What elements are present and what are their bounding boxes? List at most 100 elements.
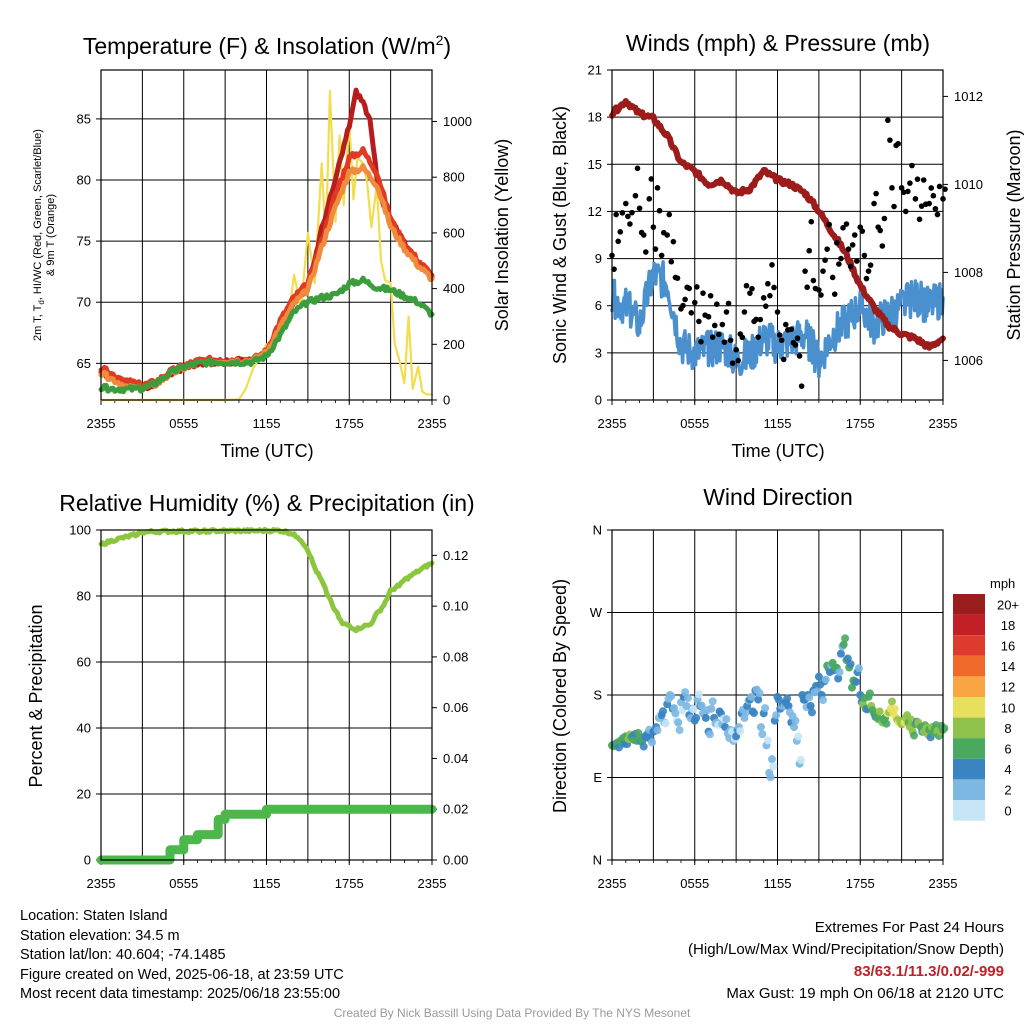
gust-point — [733, 346, 739, 353]
gust-point — [776, 332, 783, 338]
x-tick-label: 2355 — [418, 876, 447, 891]
gust-point — [688, 310, 695, 316]
gust-point — [694, 284, 700, 290]
gust-point — [698, 338, 704, 345]
direction-point — [639, 742, 648, 751]
x-tick-label: 1155 — [764, 876, 792, 891]
gust-point — [656, 207, 663, 214]
gust-point — [760, 295, 767, 301]
direction-point — [834, 674, 843, 683]
direction-point — [784, 702, 793, 710]
y-tick-label: 12 — [588, 204, 602, 219]
y-tick-label: 9 — [595, 251, 602, 266]
gust-point — [854, 258, 860, 264]
y-tick-label: 40 — [77, 721, 91, 736]
x-tick-label: 2355 — [929, 416, 958, 431]
gust-point — [843, 221, 850, 227]
gust-point — [666, 211, 673, 218]
direction-point — [741, 708, 750, 717]
gust-point — [617, 229, 624, 235]
direction-point — [910, 731, 919, 740]
gust-point — [834, 240, 840, 246]
colorbar-swatch — [953, 717, 985, 739]
y-tick-label: 80 — [77, 173, 91, 188]
direction-point — [887, 697, 896, 706]
gust-point — [755, 334, 761, 340]
direction-point — [705, 730, 714, 739]
gust-point — [765, 280, 771, 287]
direction-point — [821, 675, 830, 684]
gust-point — [867, 262, 874, 268]
gust-point — [891, 203, 897, 210]
gust-point — [889, 185, 895, 191]
x-tick-label: 2355 — [87, 876, 116, 891]
plot-border — [611, 529, 944, 861]
direction-point — [758, 730, 767, 739]
winds-panel: Winds (mph) & Pressure (mb) Time (UTC) S… — [550, 30, 1024, 461]
gust-point — [727, 337, 734, 344]
direction-point — [794, 732, 803, 741]
gust-point — [836, 261, 842, 267]
y-tick-label: 70 — [77, 295, 91, 310]
gust-point — [611, 266, 617, 272]
direction-point — [667, 692, 676, 701]
created-text: Figure created on Wed, 2025-06-18, at 23… — [20, 966, 344, 983]
gust-point — [847, 263, 854, 270]
direction-point — [819, 696, 828, 705]
direction-point — [761, 704, 770, 713]
gust-point — [741, 309, 748, 315]
direction-point — [940, 724, 949, 733]
colorbar: mph 20+ 18 16 14 12 10 8 6 4 2 0 — [953, 576, 1019, 821]
direction-point — [694, 690, 703, 699]
winds-y2-label: Station Pressure (Maroon) — [1004, 129, 1024, 340]
gust-point — [619, 210, 626, 216]
gust-point — [721, 339, 728, 345]
colorbar-swatch — [953, 738, 985, 759]
gust-point — [769, 262, 775, 268]
direction-point — [835, 668, 844, 677]
direction-point — [805, 693, 814, 702]
gust-point — [674, 275, 681, 281]
y-tick-label: 20 — [77, 787, 91, 802]
colorbar-label: 2 — [1004, 783, 1011, 798]
plot-border — [100, 69, 433, 401]
gust-point — [767, 292, 773, 299]
direction-point — [647, 738, 656, 747]
extremes-line2: (High/Low/Max Wind/Precipitation/Snow De… — [688, 941, 1004, 958]
gust-point — [632, 192, 639, 199]
winds-x-label: Time (UTC) — [731, 441, 824, 461]
gust-point — [762, 303, 769, 309]
temperature-y-label-1: 2m T, Td, HI/WC (Red, Green, Scarlet/Blu… — [32, 129, 46, 341]
colorbar-swatch — [953, 779, 985, 800]
direction-point — [772, 711, 781, 720]
gust-point — [670, 238, 677, 245]
y-tick-label: 85 — [77, 111, 91, 126]
gust-point — [810, 277, 817, 284]
gust-point — [887, 137, 893, 143]
gust-point — [778, 337, 785, 344]
direction-point — [653, 726, 662, 735]
gust-point — [902, 208, 909, 215]
wind-direction-title: Wind Direction — [703, 484, 853, 510]
gust-point — [625, 213, 631, 220]
winds-y-label: Sonic Wind & Gust (Blue, Black) — [550, 106, 570, 364]
colorbar-unit: mph — [990, 576, 1015, 591]
direction-point — [755, 689, 764, 698]
gust-point — [680, 302, 686, 309]
direction-point — [697, 701, 706, 710]
direction-point — [806, 702, 815, 710]
gust-point — [838, 255, 844, 262]
x-tick-label: 0555 — [169, 416, 198, 431]
direction-point — [754, 695, 763, 704]
pressure-line — [609, 98, 946, 351]
colorbar-label: 12 — [1001, 680, 1015, 695]
wind-direction-panel: Wind Direction Direction (Colored By Spe… — [550, 484, 1019, 891]
colorbar-label: 10 — [1001, 700, 1015, 715]
gust-point — [627, 221, 633, 227]
y-tick-label: 0 — [595, 393, 602, 408]
direction-point — [756, 723, 765, 732]
direction-point — [767, 755, 776, 764]
credit-text: Created By Nick Bassill Using Data Provi… — [333, 1006, 691, 1020]
direction-point — [692, 713, 701, 722]
winds-plot: 2355 0555 1155 1755 2355 0 3 6 9 12 15 18 21 1006 1008… — [588, 63, 983, 432]
